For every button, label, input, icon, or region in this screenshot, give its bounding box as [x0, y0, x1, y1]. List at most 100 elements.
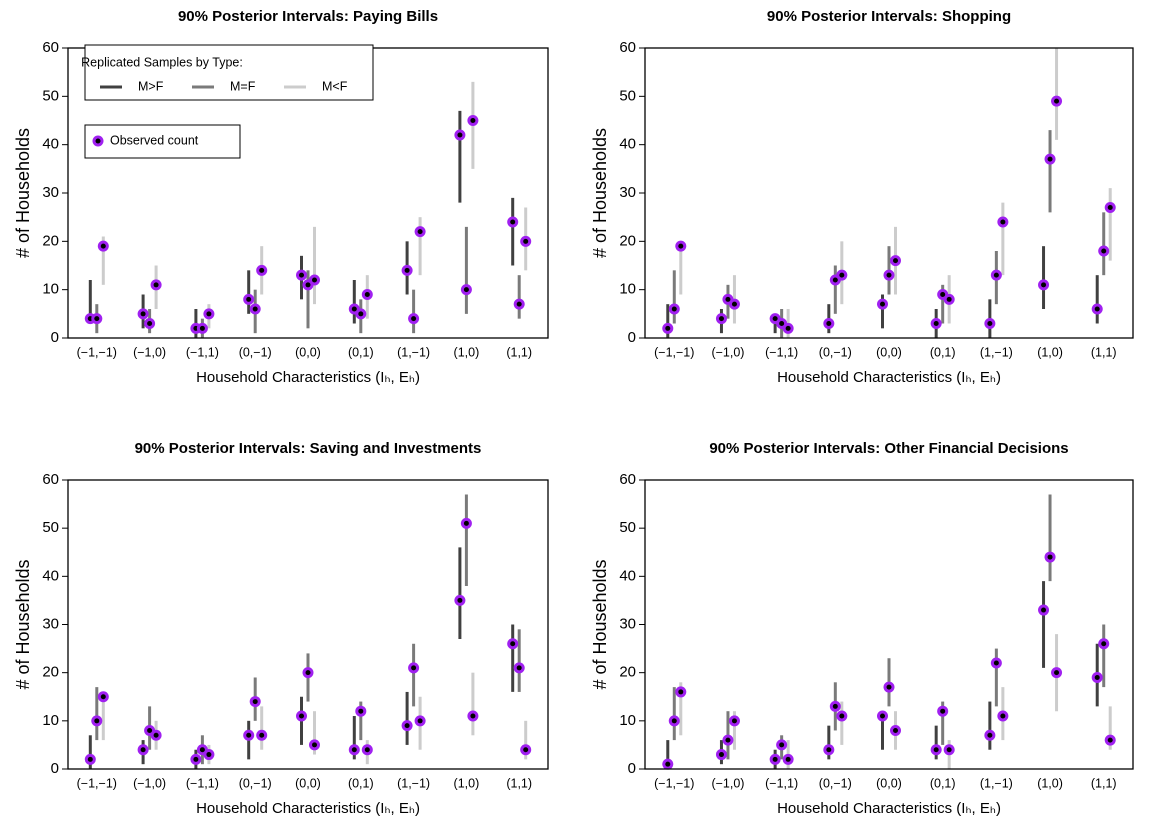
- observed-dot-center: [510, 219, 516, 225]
- x-tick-label: (−1,1): [186, 345, 219, 359]
- y-tick-label: 10: [42, 712, 59, 729]
- observed-dot-center: [839, 272, 845, 278]
- x-tick-label: (0,1): [930, 345, 956, 359]
- observed-dot-center: [199, 747, 205, 753]
- observed-dot-center: [839, 713, 845, 719]
- y-tick-label: 40: [619, 136, 636, 153]
- observed-dot-center: [516, 665, 522, 671]
- y-tick-label: 20: [42, 664, 59, 681]
- chart-title: 90% Posterior Intervals: Other Financial…: [709, 440, 1068, 457]
- x-tick-label: (−1,0): [133, 345, 166, 359]
- x-tick-label: (−1,−1): [654, 776, 694, 790]
- observed-dot-center: [933, 321, 939, 326]
- y-tick-label: 20: [42, 232, 59, 249]
- observed-dot-center: [933, 747, 939, 753]
- observed-dot-center: [1041, 282, 1047, 288]
- observed-dot-center: [1107, 737, 1113, 743]
- x-axis-label: Household Characteristics (Iₕ, Eₕ): [777, 369, 1001, 386]
- plot-frame: [644, 479, 1134, 770]
- observed-dot-center: [665, 761, 671, 767]
- observed-dot-center: [993, 660, 999, 666]
- legend-box: [84, 44, 374, 101]
- x-tick-label: (−1,−1): [654, 345, 694, 359]
- y-tick-label: 50: [42, 87, 59, 104]
- observed-dot-center: [1101, 248, 1107, 254]
- observed-dot-center: [510, 641, 516, 647]
- y-tick-label: 10: [619, 712, 636, 729]
- x-tick-label: (0,−1): [239, 345, 272, 359]
- observed-dot-center: [886, 272, 892, 278]
- observed-dot-center: [523, 747, 529, 753]
- observed-dot-center: [785, 756, 791, 762]
- y-tick-label: 40: [42, 136, 59, 153]
- chart-title: 90% Posterior Intervals: Saving and Inve…: [135, 440, 482, 457]
- observed-dot-center: [140, 311, 146, 317]
- observed-dot-center: [364, 747, 370, 753]
- x-tick-label: (0,0): [876, 345, 902, 359]
- observed-dot-center: [364, 292, 370, 297]
- x-tick-label: (−1,−1): [77, 345, 117, 359]
- observed-dot-center: [832, 703, 838, 709]
- observed-dot-center: [259, 267, 265, 273]
- x-tick-label: (−1,1): [765, 345, 798, 359]
- observed-dot-center: [351, 306, 357, 312]
- observed-dot-center: [886, 684, 892, 690]
- y-tick-label: 30: [42, 615, 59, 632]
- observed-dot-center: [671, 306, 677, 312]
- observed-dot-center: [665, 325, 671, 331]
- observed-dot-center: [153, 282, 159, 288]
- observed-dot-center: [678, 689, 684, 695]
- x-tick-label: (1,0): [454, 776, 480, 790]
- observed-dot-center: [153, 732, 159, 738]
- observed-dot-center: [206, 752, 212, 758]
- plot-frame: [644, 47, 1134, 339]
- y-tick-label: 0: [628, 329, 636, 346]
- x-tick-label: (1,1): [506, 776, 532, 790]
- observed-dot-center: [826, 321, 832, 326]
- observed-dot-center: [1000, 713, 1006, 719]
- legend-label: M>F: [138, 79, 164, 93]
- y-tick-label: 30: [42, 184, 59, 201]
- x-tick-label: (0,0): [295, 776, 321, 790]
- y-tick-label: 60: [619, 471, 636, 488]
- x-tick-label: (1,0): [1037, 345, 1063, 359]
- y-axis-label: # of Households: [590, 559, 610, 689]
- observed-dot-center: [725, 737, 731, 743]
- y-tick-label: 50: [619, 519, 636, 536]
- observed-dot-center: [946, 296, 952, 302]
- y-tick-label: 20: [619, 232, 636, 249]
- legend-title: Replicated Samples by Type:: [81, 55, 243, 69]
- observed-dot-center: [1101, 641, 1107, 647]
- x-tick-label: (1,−1): [980, 345, 1013, 359]
- x-tick-label: (0,−1): [819, 776, 852, 790]
- y-axis-label: # of Households: [13, 559, 33, 689]
- y-axis-label: # of Households: [590, 128, 610, 258]
- observed-dot-center: [305, 282, 311, 288]
- y-tick-label: 40: [42, 567, 59, 584]
- observed-dot-center: [1054, 98, 1060, 104]
- observed-dot-center: [940, 708, 946, 714]
- x-tick-label: (1,−1): [980, 776, 1013, 790]
- observed-dot-center: [946, 747, 952, 753]
- x-tick-label: (1,0): [1037, 776, 1063, 790]
- observed-dot-center: [718, 752, 724, 758]
- observed-dot-center: [312, 742, 317, 748]
- observed-dot-center: [94, 316, 100, 322]
- y-tick-label: 50: [42, 519, 59, 536]
- observed-dot-center: [463, 520, 469, 526]
- y-tick-label: 30: [619, 615, 636, 632]
- observed-dot-center: [1107, 205, 1113, 210]
- x-tick-label: (1,−1): [397, 776, 430, 790]
- observed-dot-center: [987, 732, 993, 738]
- observed-dot-center: [358, 311, 364, 317]
- observed-dot-center: [993, 272, 999, 278]
- x-tick-label: (0,1): [348, 776, 374, 790]
- observed-dot-center: [358, 708, 364, 714]
- observed-dot-center: [832, 277, 838, 283]
- legend-box: [84, 124, 241, 159]
- observed-dot-center: [411, 316, 417, 322]
- legend-label: M=F: [230, 79, 256, 93]
- observed-dot-center: [718, 316, 724, 322]
- x-tick-label: (−1,0): [133, 776, 166, 790]
